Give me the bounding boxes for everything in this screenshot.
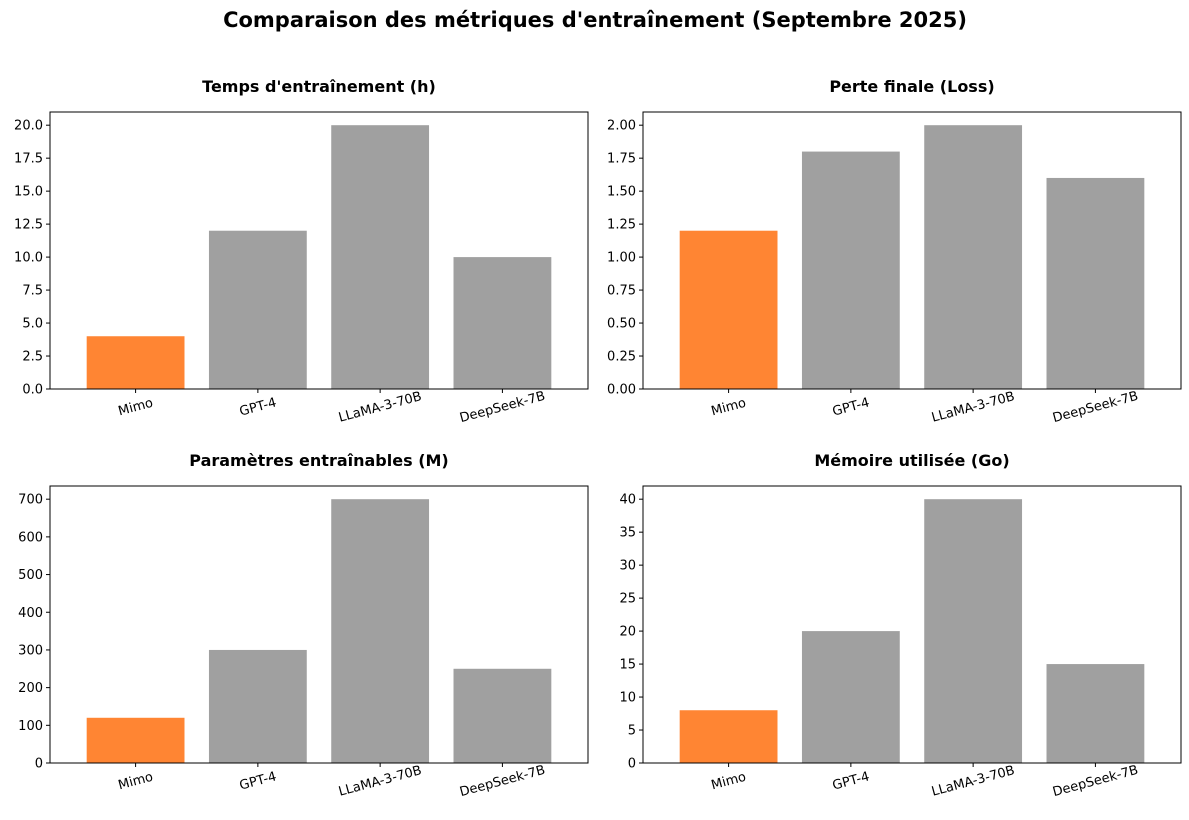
memory-used-chart: Mémoire utilisée (Go) Mimo GPT-4 LLaMA-3-70… — [619, 451, 1182, 800]
y-tick-label: 0.00 — [607, 383, 636, 398]
chart-panels: Temps d'entraînement (h) Mimo GPT-4 LLaMA-3… — [14, 77, 1182, 800]
x-tick-label: LLaMA-3-70B — [930, 389, 1016, 426]
y-tick-label: 500 — [18, 568, 43, 583]
y-tick-label: 100 — [18, 719, 43, 734]
y-tick-label: 1.75 — [607, 152, 636, 167]
x-tick-label: GPT-4 — [831, 395, 871, 419]
y-tick-label: 400 — [18, 606, 43, 621]
y-tick-label: 0 — [35, 757, 43, 772]
trainable-params-bar-deepseek-7b — [453, 668, 552, 763]
y-tick-label: 0.0 — [22, 383, 43, 398]
trainable-params-bar-gpt-4 — [208, 649, 307, 763]
y-tick-label: 1.00 — [607, 251, 636, 266]
final-loss-axes-frame — [642, 111, 1182, 390]
training-time-axes-frame — [49, 111, 589, 390]
training-time-bar-llama-3-70b — [331, 125, 430, 389]
final-loss-bar-deepseek-7b — [1046, 177, 1145, 389]
figure-title: Comparaison des métriques d'entraînement… — [223, 8, 967, 32]
trainable-params-bar-llama-3-70b — [331, 499, 430, 763]
memory-used-bar-deepseek-7b — [1046, 664, 1145, 763]
final-loss-title: Perte finale (Loss) — [829, 77, 994, 96]
y-tick-label: 300 — [18, 643, 43, 658]
y-tick-label: 0.25 — [607, 350, 636, 365]
y-tick-label: 35 — [619, 526, 636, 541]
y-tick-label: 25 — [619, 592, 636, 607]
x-tick-label: LLaMA-3-70B — [930, 763, 1016, 800]
y-tick-label: 12.5 — [14, 218, 43, 233]
final-loss-bar-gpt-4 — [801, 151, 900, 389]
training-time-title: Temps d'entraînement (h) — [202, 77, 436, 96]
x-tick-label: GPT-4 — [831, 769, 871, 793]
y-tick-label: 200 — [18, 681, 43, 696]
memory-used-bar-llama-3-70b — [924, 499, 1023, 763]
trainable-params-title: Paramètres entraînables (M) — [189, 451, 448, 470]
memory-used-bar-mimo — [679, 710, 778, 763]
x-tick-label: DeepSeek-7B — [458, 389, 547, 426]
y-tick-label: 0 — [628, 757, 636, 772]
y-tick-label: 40 — [619, 493, 636, 508]
y-tick-label: 0.50 — [607, 317, 636, 332]
y-tick-label: 5 — [628, 724, 636, 739]
training-time-chart: Temps d'entraînement (h) Mimo GPT-4 LLaMA-3… — [14, 77, 589, 426]
x-tick-label: Mimo — [710, 396, 748, 420]
x-tick-label: LLaMA-3-70B — [337, 389, 423, 426]
memory-used-title: Mémoire utilisée (Go) — [814, 451, 1009, 470]
x-tick-label: Mimo — [710, 770, 748, 794]
x-tick-label: DeepSeek-7B — [1051, 763, 1140, 800]
y-tick-label: 30 — [619, 559, 636, 574]
x-tick-label: DeepSeek-7B — [458, 763, 547, 800]
x-tick-label: Mimo — [117, 396, 155, 420]
y-tick-label: 17.5 — [14, 152, 43, 167]
x-tick-label: GPT-4 — [238, 769, 278, 793]
y-tick-label: 600 — [18, 530, 43, 545]
y-tick-label: 10.0 — [14, 251, 43, 266]
x-tick-label: LLaMA-3-70B — [337, 763, 423, 800]
y-tick-label: 20.0 — [14, 119, 43, 134]
final-loss-bar-mimo — [679, 230, 778, 389]
final-loss-chart: Perte finale (Loss) Mimo GPT-4 LLaMA-3-70B D… — [607, 77, 1182, 426]
trainable-params-axes-frame — [49, 485, 589, 764]
y-tick-label: 1.25 — [607, 218, 636, 233]
training-time-bar-deepseek-7b — [453, 257, 552, 389]
y-tick-label: 2.5 — [22, 350, 43, 365]
y-tick-label: 7.5 — [22, 284, 43, 299]
trainable-params-bar-mimo — [86, 717, 185, 763]
y-tick-label: 10 — [619, 691, 636, 706]
y-tick-label: 1.50 — [607, 185, 636, 200]
training-time-bar-gpt-4 — [208, 230, 307, 389]
memory-used-bar-gpt-4 — [801, 631, 900, 763]
y-tick-label: 5.0 — [22, 317, 43, 332]
y-tick-label: 15 — [619, 658, 636, 673]
final-loss-bar-llama-3-70b — [924, 125, 1023, 389]
y-tick-label: 700 — [18, 493, 43, 508]
x-tick-label: GPT-4 — [238, 395, 278, 419]
y-tick-label: 2.00 — [607, 119, 636, 134]
trainable-params-chart: Paramètres entraînables (M) Mimo GPT-4 LLaM… — [18, 451, 589, 800]
memory-used-axes-frame — [642, 485, 1182, 764]
training-time-bar-mimo — [86, 336, 185, 389]
y-tick-label: 15.0 — [14, 185, 43, 200]
x-tick-label: DeepSeek-7B — [1051, 389, 1140, 426]
y-tick-label: 0.75 — [607, 284, 636, 299]
y-tick-label: 20 — [619, 625, 636, 640]
x-tick-label: Mimo — [117, 770, 155, 794]
